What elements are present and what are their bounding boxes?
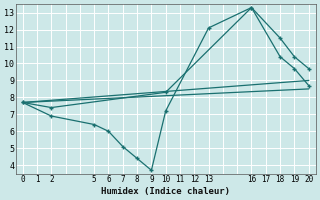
X-axis label: Humidex (Indice chaleur): Humidex (Indice chaleur): [101, 187, 230, 196]
